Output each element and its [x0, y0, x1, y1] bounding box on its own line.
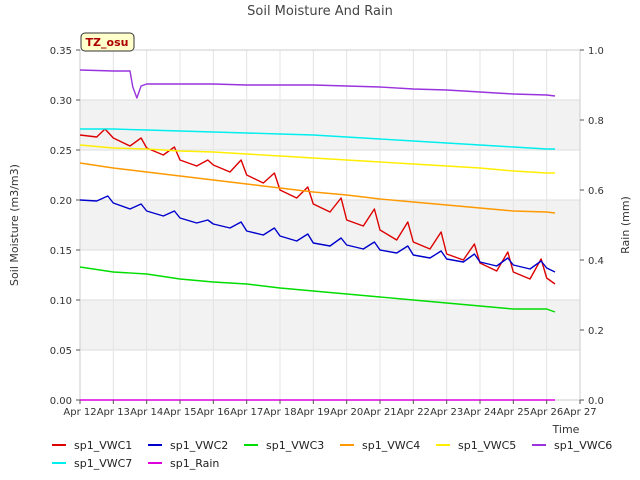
legend-item-sp1-vwc2: sp1_VWC2: [148, 439, 244, 452]
legend-label: sp1_VWC7: [74, 456, 133, 470]
y-axis-left-ticks: 0.00 0.05 0.10 0.15 0.20 0.25 0.30 0.35: [50, 46, 80, 407]
x-tick-label: Apr 18: [263, 407, 296, 418]
x-tick-label: Apr 17: [230, 407, 263, 418]
legend: sp1_VWC1 sp1_VWC2 sp1_VWC3 sp1_VWC4 sp1_VWC5…: [52, 436, 632, 472]
legend-swatch: [244, 444, 258, 446]
legend-swatch: [436, 444, 450, 446]
x-tick-label: Apr 24: [463, 407, 496, 418]
x-tick-label: Apr 20: [330, 407, 363, 418]
x-tick-label: Apr 26: [530, 407, 563, 418]
legend-item-sp1-vwc1: sp1_VWC1: [52, 439, 148, 452]
background-band: [80, 200, 580, 250]
legend-item-sp1-vwc3: sp1_VWC3: [244, 439, 340, 452]
series-line-sp1-vwc5: [79, 144, 555, 174]
y-right-tick-label: 0.6: [588, 186, 604, 197]
legend-swatch: [148, 462, 162, 464]
x-tick-label: Apr 25: [497, 407, 530, 418]
y-right-tick-label: 0.0: [588, 396, 604, 407]
y-axis-right-ticks: 0.0 0.2 0.4 0.6 0.8 1.0: [580, 46, 604, 407]
x-tick-label: Apr 16: [197, 407, 230, 418]
series-line-sp1-vwc6: [79, 69, 556, 99]
legend-swatch: [148, 444, 162, 446]
y-tick-label: 0.15: [50, 246, 72, 257]
legend-row: sp1_VWC7 sp1_Rain: [52, 454, 632, 472]
x-tick-label: Apr 15: [163, 407, 196, 418]
x-axis-ticks: Apr 12 Apr 13 Apr 14 Apr 15 Apr 16 Apr 17 Apr …: [63, 400, 597, 418]
legend-swatch: [52, 462, 66, 464]
series-line-sp1-vwc4: [79, 162, 556, 214]
legend-swatch: [52, 444, 66, 446]
legend-item-sp1-vwc7: sp1_VWC7: [52, 457, 148, 470]
x-tick-label: Apr 22: [397, 407, 430, 418]
background-band: [80, 100, 580, 150]
chart-title: Soil Moisture And Rain: [247, 4, 393, 19]
legend-swatch: [532, 444, 546, 446]
x-tick-label: Apr 19: [297, 407, 330, 418]
y-tick-label: 0.30: [50, 96, 72, 107]
legend-item-sp1-vwc6: sp1_VWC6: [532, 439, 628, 452]
series-layer: [79, 69, 556, 401]
legend-label: sp1_VWC2: [170, 438, 229, 452]
legend-swatch: [340, 444, 354, 446]
y-tick-label: 0.10: [50, 296, 72, 307]
y-tick-label: 0.25: [50, 146, 72, 157]
x-tick-label: Apr 12: [63, 407, 96, 418]
y-axis-left-label: Soil Moisture (m3/m3): [8, 164, 21, 286]
y-right-tick-label: 0.4: [588, 256, 604, 267]
y-right-tick-label: 0.2: [588, 326, 604, 337]
legend-label: sp1_Rain: [170, 456, 220, 470]
y-tick-label: 0.05: [50, 346, 72, 357]
legend-label: sp1_VWC5: [458, 438, 517, 452]
legend-label: sp1_VWC4: [362, 438, 421, 452]
x-tick-label: Apr 21: [363, 407, 396, 418]
y-right-tick-label: 1.0: [588, 46, 604, 57]
x-tick-label: Apr 27: [563, 407, 596, 418]
legend-item-sp1-vwc5: sp1_VWC5: [436, 439, 532, 452]
legend-label: sp1_VWC6: [554, 438, 613, 452]
series-line-sp1-vwc3: [79, 266, 556, 313]
y-tick-label: 0.35: [50, 46, 72, 57]
site-badge-label: TZ_osu: [86, 36, 129, 49]
y-tick-label: 0.00: [50, 396, 72, 407]
y-axis-right-label: Rain (mm): [619, 196, 632, 254]
legend-label: sp1_VWC1: [74, 438, 133, 452]
series-line-sp1-vwc7: [80, 128, 555, 150]
legend-item-sp1-vwc4: sp1_VWC4: [340, 439, 436, 452]
x-axis-label: Time: [552, 423, 580, 436]
y-right-tick-label: 0.8: [588, 116, 604, 127]
x-tick-label: Apr 23: [430, 407, 463, 418]
series-line-sp1-vwc2: [79, 195, 556, 273]
x-tick-label: Apr 14: [130, 407, 163, 418]
legend-row: sp1_VWC1 sp1_VWC2 sp1_VWC3 sp1_VWC4 sp1_VWC5…: [52, 436, 632, 454]
background-band: [80, 300, 580, 350]
plot-background-bands: [80, 100, 580, 350]
x-tick-label: Apr 13: [97, 407, 130, 418]
site-badge: TZ_osu: [80, 32, 135, 52]
y-tick-label: 0.20: [50, 196, 72, 207]
legend-item-sp1-rain: sp1_Rain: [148, 457, 244, 470]
legend-label: sp1_VWC3: [266, 438, 325, 452]
